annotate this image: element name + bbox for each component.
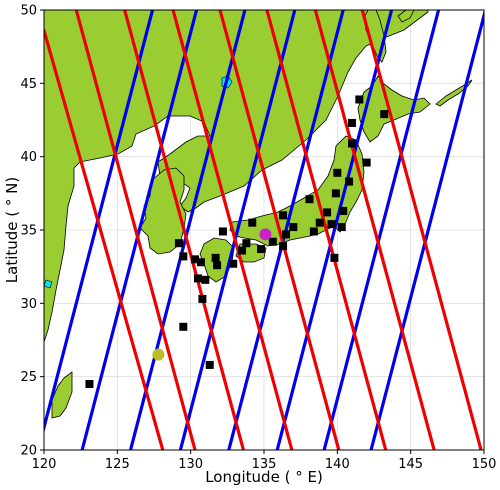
descending-track-line bbox=[360, 10, 483, 450]
station-square-marker bbox=[229, 259, 238, 268]
station-square-marker bbox=[205, 360, 214, 369]
station-square-marker bbox=[194, 274, 202, 283]
x-tick-label: 135 bbox=[252, 457, 277, 472]
station-square-marker bbox=[337, 223, 346, 232]
descending-track-line bbox=[313, 10, 436, 450]
special-markers bbox=[152, 228, 272, 361]
station-square-marker bbox=[242, 239, 251, 248]
ascending-track-line bbox=[227, 10, 345, 450]
y-tick-label: 25 bbox=[20, 370, 37, 385]
station-square-marker bbox=[315, 218, 324, 227]
station-square-marker bbox=[218, 227, 227, 236]
ascending-track-line bbox=[275, 10, 394, 450]
station-square-marker bbox=[196, 258, 205, 267]
station-markers bbox=[85, 95, 389, 388]
descending-track-line bbox=[265, 10, 388, 450]
station-square-marker bbox=[213, 261, 222, 270]
ascending-track-line bbox=[80, 10, 199, 450]
station-square-marker bbox=[268, 237, 277, 246]
y-tick-label: 20 bbox=[20, 444, 37, 459]
descending-track-line bbox=[74, 10, 197, 450]
station-square-marker bbox=[289, 223, 298, 232]
station-square-marker bbox=[309, 227, 318, 236]
ascending-track-line bbox=[369, 10, 484, 450]
station-square-marker bbox=[257, 245, 266, 254]
hokkaido-island bbox=[357, 75, 431, 143]
station-square-marker bbox=[191, 255, 200, 264]
ascending-track-line bbox=[128, 10, 247, 450]
station-square-marker bbox=[327, 220, 336, 229]
x-tick-label: 125 bbox=[105, 457, 130, 472]
map-plot-area bbox=[44, 10, 484, 450]
ascending-tracks bbox=[44, 10, 484, 450]
y-tick-label: 35 bbox=[20, 224, 37, 239]
station-square-marker bbox=[179, 322, 188, 331]
yellow-circle-marker bbox=[152, 348, 165, 361]
station-square-marker bbox=[279, 211, 288, 220]
x-tick-label: 150 bbox=[472, 457, 497, 472]
station-square-marker bbox=[362, 158, 371, 167]
y-tick-label: 40 bbox=[20, 150, 37, 165]
station-square-marker bbox=[201, 275, 210, 284]
descending-track-line bbox=[218, 10, 341, 450]
station-square-marker bbox=[348, 139, 356, 148]
station-square-marker bbox=[279, 242, 288, 251]
station-square-marker bbox=[248, 218, 257, 227]
ascending-track-line bbox=[178, 10, 297, 450]
kuril-islands bbox=[435, 79, 473, 107]
y-tick-label: 50 bbox=[20, 4, 37, 19]
ascending-track-line bbox=[44, 10, 155, 434]
station-square-marker bbox=[198, 294, 207, 303]
station-square-marker bbox=[345, 177, 354, 186]
purple-circle-marker bbox=[259, 228, 272, 241]
station-square-marker bbox=[211, 253, 220, 262]
station-square-marker bbox=[305, 195, 314, 204]
station-square-marker bbox=[85, 380, 94, 388]
descending-track-line bbox=[171, 10, 294, 450]
small-islands-east bbox=[397, 10, 415, 23]
station-square-marker bbox=[333, 168, 342, 177]
station-square-marker bbox=[330, 253, 339, 262]
station-square-marker bbox=[348, 118, 356, 127]
station-square-marker bbox=[323, 208, 332, 217]
x-tick-label: 145 bbox=[398, 457, 423, 472]
descending-tracks bbox=[44, 10, 483, 450]
y-tick-label: 45 bbox=[20, 77, 37, 92]
station-square-marker bbox=[380, 110, 389, 119]
x-tick-label: 140 bbox=[325, 457, 350, 472]
station-square-marker bbox=[238, 246, 246, 255]
station-square-marker bbox=[355, 95, 364, 104]
y-axis-ticks: 20 25 30 35 40 45 50 bbox=[20, 4, 44, 459]
x-tick-label: 120 bbox=[32, 457, 57, 472]
ascending-track-line bbox=[322, 10, 441, 450]
y-tick-label: 30 bbox=[20, 297, 37, 312]
y-axis-label: Latitude ( ° N) bbox=[3, 177, 21, 283]
station-square-marker bbox=[179, 252, 188, 261]
station-square-marker bbox=[331, 189, 340, 198]
descending-track-line bbox=[123, 10, 246, 450]
x-tick-label: 130 bbox=[178, 457, 203, 472]
taiwan-island bbox=[51, 371, 73, 419]
descending-track-line bbox=[44, 28, 165, 450]
station-square-marker bbox=[174, 239, 183, 248]
station-square-marker bbox=[282, 230, 290, 239]
station-square-marker bbox=[339, 206, 348, 215]
lake-taiwan bbox=[44, 279, 53, 289]
x-axis-ticks: 120 125 130 135 140 145 150 bbox=[32, 450, 497, 472]
x-axis-label: Longitude ( ° E) bbox=[205, 468, 323, 486]
